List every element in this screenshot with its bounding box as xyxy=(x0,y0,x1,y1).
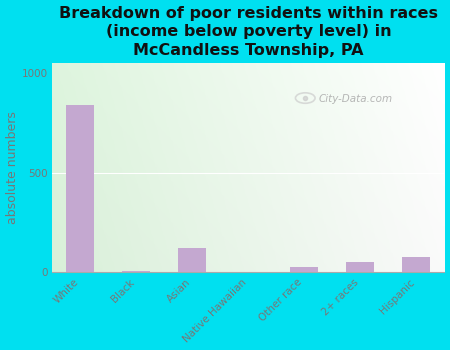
Bar xyxy=(346,262,374,272)
Bar xyxy=(402,258,431,272)
Bar xyxy=(290,267,319,272)
Y-axis label: absolute numbers: absolute numbers xyxy=(5,111,18,224)
Title: Breakdown of poor residents within races
(income below poverty level) in
McCandl: Breakdown of poor residents within races… xyxy=(59,6,438,58)
Bar xyxy=(178,248,207,272)
Bar xyxy=(122,271,150,272)
Bar xyxy=(66,105,94,272)
Text: City-Data.com: City-Data.com xyxy=(319,94,393,104)
